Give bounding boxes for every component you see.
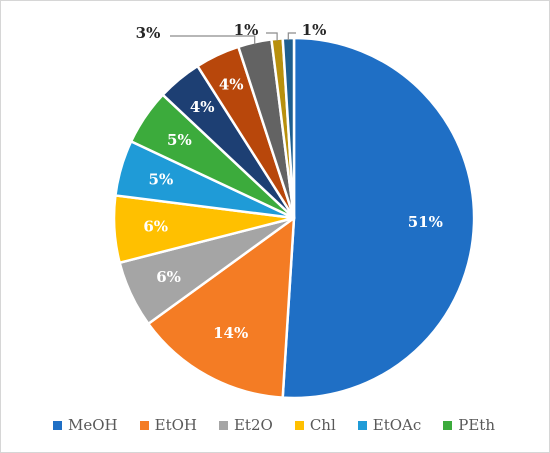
leader-line-9 [266,32,278,41]
leader-line-8 [170,35,256,45]
legend-swatch [53,420,62,430]
legend-item-chl: Chl [294,416,336,434]
legend-label: EtOAc [372,416,422,434]
legend-item-etoh: EtOH [139,416,197,434]
legend-item-meoh: MeOH [53,416,118,434]
data-label-8: 3% [136,24,161,42]
data-label-5: 5% [167,131,192,149]
legend-label: Chl [309,416,336,434]
data-label-4: 5% [149,170,174,188]
data-label-0: 51% [408,213,443,231]
legend-swatch [443,420,453,430]
data-label-9: 1% [234,21,259,39]
legend-swatch [357,420,367,430]
data-label-1: 14% [213,324,248,342]
pie-chart: 51% 14% 6% 6% 5% 5% 4%4% 3% 1% 1% [112,21,476,400]
chart-legend: MeOH EtOH Et2O Chl EtOAc PEth [0,416,548,434]
legend-label: EtOH [154,416,197,434]
legend-item-peth: PEth [443,416,495,434]
data-label-3: 6% [143,218,168,236]
legend-label: MeOH [68,416,118,434]
legend-swatch [294,420,304,430]
data-label-10: 1% [302,21,327,39]
data-label-7: 4% [219,75,244,93]
legend-swatch [218,420,228,430]
leader-line-10 [287,32,296,41]
pie-slice-1 [147,216,296,399]
legend-label: Et2O [233,416,273,434]
legend-item-etoac: EtOAc [357,416,422,434]
pie-slice-0 [281,36,476,400]
legend-item-et2o: Et2O [218,416,273,434]
data-label-2: 6% [156,268,181,286]
legend-swatch [139,420,149,430]
legend-label: PEth [458,416,495,434]
data-label-6: 4% [190,98,215,116]
